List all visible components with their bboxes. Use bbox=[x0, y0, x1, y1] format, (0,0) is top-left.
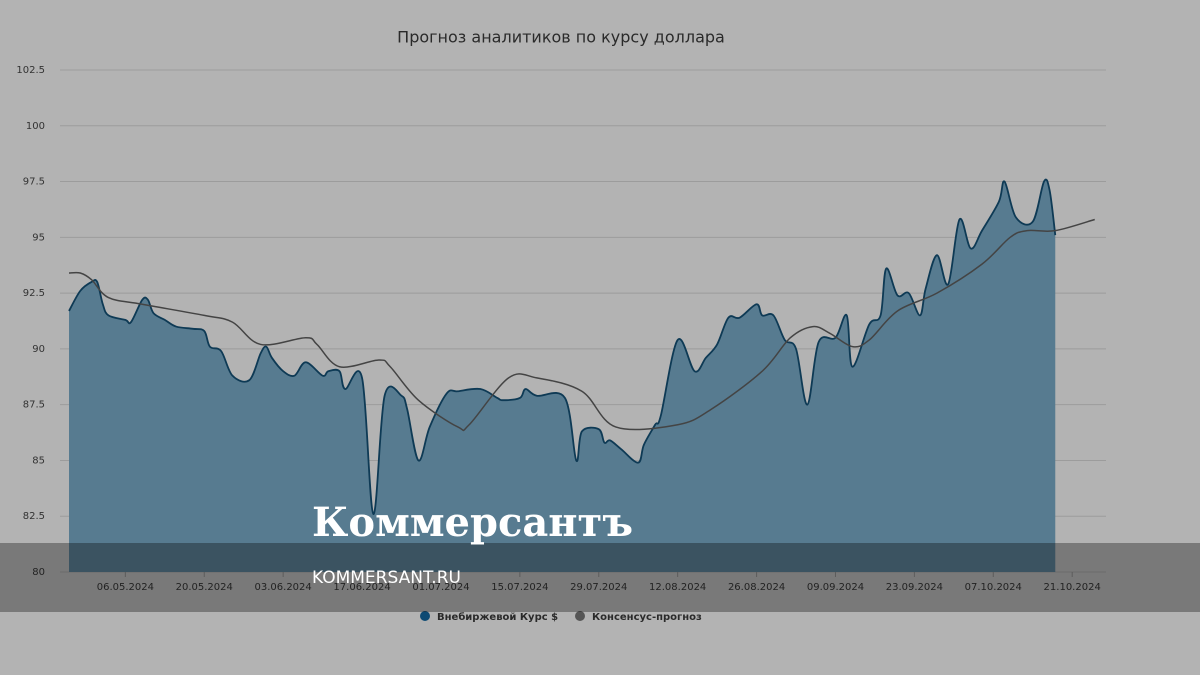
x-tick-label: 29.07.2024 bbox=[570, 582, 627, 593]
x-tick-label: 07.10.2024 bbox=[965, 582, 1022, 593]
area bbox=[69, 179, 1056, 572]
legend-label: Консенсус-прогноз bbox=[592, 612, 702, 623]
plot: 80 82.5 85 87.5 90 92.5 95 97.5 100 102.5 06.05.20… bbox=[16, 65, 1106, 623]
x-tick-label: 06.05.2024 bbox=[97, 582, 154, 593]
y-tick-label: 95 bbox=[32, 232, 45, 243]
x-tick-label: 23.09.2024 bbox=[886, 582, 943, 593]
x-tick-label: 01.07.2024 bbox=[412, 582, 469, 593]
legend-label: Внебиржевой Курс $ bbox=[437, 611, 558, 623]
y-tick-label: 92.5 bbox=[23, 288, 45, 299]
logo: Коммерсантъ bbox=[312, 499, 633, 546]
line bbox=[68, 218, 1095, 432]
banner bbox=[0, 543, 1200, 612]
y-tick-label: 87.5 bbox=[23, 400, 45, 411]
line bbox=[68, 178, 1057, 515]
y-tick-label: 80 bbox=[32, 567, 45, 578]
legend-marker bbox=[575, 611, 585, 621]
x-tick-label: 20.05.2024 bbox=[176, 582, 233, 593]
y-tick-label: 85 bbox=[32, 455, 45, 466]
y-tick-label: 102.5 bbox=[16, 65, 45, 76]
y-tick-label: 100 bbox=[26, 121, 45, 132]
y-tick-label: 82.5 bbox=[23, 511, 45, 522]
site-url: KOMMERSANT.RU bbox=[312, 568, 461, 588]
x-tick-label: 21.10.2024 bbox=[1044, 582, 1101, 593]
y-tick-label: 97.5 bbox=[23, 177, 45, 188]
legend-marker bbox=[420, 611, 430, 621]
x-tick-label: 26.08.2024 bbox=[728, 582, 785, 593]
x-tick-label: 17.06.2024 bbox=[333, 582, 390, 593]
y-tick-label: 90 bbox=[32, 344, 45, 355]
x-tick-label: 03.06.2024 bbox=[255, 582, 312, 593]
x-tick-label: 15.07.2024 bbox=[491, 582, 548, 593]
x-tick-label: 09.09.2024 bbox=[807, 582, 864, 593]
x-tick-label: 12.08.2024 bbox=[649, 582, 706, 593]
chart-title: Прогноз аналитиков по курсу доллара bbox=[397, 28, 725, 47]
